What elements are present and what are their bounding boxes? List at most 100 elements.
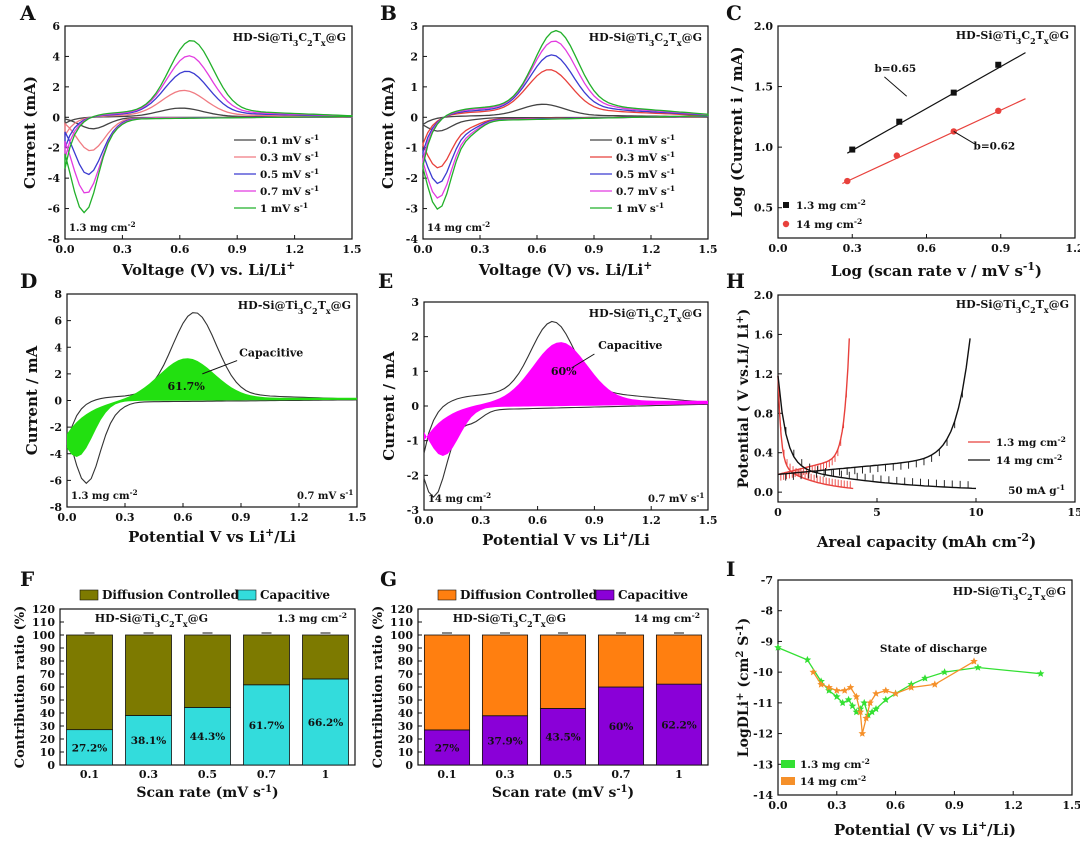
- data-point: [891, 689, 900, 697]
- text-segment: ): [1029, 533, 1036, 551]
- text-segment: 0.5 mV s: [260, 169, 311, 181]
- bar-diffusion: [481, 634, 529, 717]
- panel-letter-H: H: [726, 269, 745, 293]
- text-segment: +: [619, 529, 628, 542]
- text-segment: @G: [682, 31, 702, 44]
- text-segment: -2: [862, 757, 870, 766]
- capacitive-fill-region: [67, 358, 357, 457]
- text-segment: C: [518, 612, 527, 625]
- data-point: [970, 657, 978, 665]
- y-tick-label: 0: [411, 400, 419, 413]
- fit-line: [842, 98, 1026, 185]
- x-tick-label: 1.5: [1062, 799, 1080, 812]
- loading-annotation: 14 mg cm-2: [634, 611, 700, 626]
- bar-value-label: 44.3%: [190, 731, 226, 743]
- bar-diffusion: [125, 634, 172, 716]
- panel-letter-E: E: [378, 269, 393, 293]
- category-label: 0.3: [139, 768, 158, 781]
- text-segment: HD-Si@Ti: [589, 31, 649, 44]
- y-tick-label: 40: [398, 707, 414, 720]
- bar-diffusion: [302, 634, 349, 680]
- text-segment: x: [1041, 593, 1046, 602]
- y-tick-label: 80: [398, 655, 414, 668]
- y-axis-label: Current (mA): [21, 76, 39, 189]
- y-tick-label: -6: [50, 474, 63, 487]
- bar-value-label: 27.2%: [72, 742, 108, 754]
- text-segment: -1: [311, 150, 319, 159]
- y-tick-label: 0.5: [754, 202, 773, 215]
- text-segment: -2: [482, 220, 490, 229]
- text-segment: x: [326, 307, 331, 316]
- bar-capacitive: [597, 686, 645, 766]
- text-segment: Potential V vs Li: [482, 531, 619, 549]
- x-tick-label: 5: [873, 506, 881, 519]
- x-axis-label: Scan rate (mV s-1): [136, 784, 278, 802]
- y-tick-label: 70: [40, 668, 56, 681]
- data-point: [882, 686, 890, 694]
- text-segment: T: [313, 31, 322, 44]
- data-point: [921, 674, 929, 682]
- legend-label: 0.3 mV s-1: [260, 150, 319, 165]
- text-segment: x: [1044, 306, 1049, 315]
- bar-diffusion: [423, 634, 471, 731]
- data-point: [907, 683, 916, 691]
- panel-letter-G: G: [380, 567, 397, 591]
- text-segment: 2: [663, 315, 669, 324]
- y-tick-label: 0: [47, 759, 55, 772]
- capacitive-arrow-label: Capacitive: [598, 339, 662, 352]
- x-axis-label: Areal capacity (mAh cm-2): [816, 531, 1036, 552]
- legend-swatch: [79, 589, 99, 601]
- data-point: [995, 107, 1002, 115]
- panel-title: HD-Si@Ti3C2Tx@G: [238, 299, 351, 316]
- data-point: [825, 683, 833, 691]
- x-axis-label: Voltage (V) vs. Li/Li+: [121, 259, 296, 280]
- y-tick-label: 120: [390, 603, 413, 616]
- text-segment: -2: [1054, 453, 1062, 462]
- text-segment: T: [1036, 298, 1045, 311]
- data-point: [1036, 669, 1045, 677]
- bar-capacitive: [125, 715, 172, 766]
- legend-label: Diffusion Controlled: [102, 588, 240, 602]
- text-segment: HD-Si@Ti: [953, 585, 1013, 598]
- x-tick-label: 0.9: [228, 243, 247, 256]
- x-tick-label: 0.3: [843, 242, 862, 255]
- slope-label: b=0.62: [974, 141, 1016, 153]
- text-segment: 0.1 mV s: [260, 135, 311, 147]
- legend-label: Diffusion Controlled: [460, 588, 598, 602]
- text-segment: ): [628, 785, 635, 801]
- plot-frame: [422, 25, 709, 240]
- legend-label: 1.3 mg cm-2: [800, 757, 870, 772]
- panel-title: HD-Si@Ti3C2Tx@G: [453, 612, 566, 629]
- text-segment: -2: [339, 611, 347, 620]
- text-segment: HD-Si@Ti: [453, 612, 513, 625]
- text-segment: C: [298, 31, 307, 44]
- y-tick-label: 2: [52, 81, 60, 94]
- legend-label: 0.1 mV s-1: [616, 133, 675, 148]
- panel-letter-B: B: [380, 1, 397, 25]
- x-tick-label: 10: [968, 506, 984, 519]
- text-segment: 3: [649, 315, 655, 324]
- x-axis-label: Potential V vs Li+/Li: [128, 526, 296, 547]
- loading-annotation: 14 mg cm-2: [428, 491, 491, 506]
- data-point: [849, 146, 856, 153]
- text-segment: 1.3 mg cm: [996, 437, 1058, 449]
- text-segment: -1: [616, 784, 627, 795]
- text-segment: Scan rate (mV s: [136, 785, 261, 801]
- text-segment: C: [1018, 585, 1027, 598]
- text-segment: -1: [345, 488, 353, 497]
- y-tick-label: 1.5: [754, 81, 773, 94]
- y-tick-label: -4: [406, 233, 419, 246]
- text-segment: T: [175, 612, 184, 625]
- bar-value-label: 62.2%: [661, 720, 697, 732]
- y-tick-label: 4: [52, 50, 60, 63]
- data-point: [840, 686, 849, 694]
- x-axis-label: Scan rate (mV s-1): [492, 784, 634, 802]
- y-tick-label: 10: [40, 746, 56, 759]
- text-segment: 0.1 mV s: [616, 135, 667, 147]
- x-tick-label: 0.9: [584, 243, 603, 256]
- text-segment: Voltage (V) vs. Li/Li: [121, 261, 287, 279]
- category-label: 0.5: [198, 768, 217, 781]
- y-tick-label: 120: [32, 603, 55, 616]
